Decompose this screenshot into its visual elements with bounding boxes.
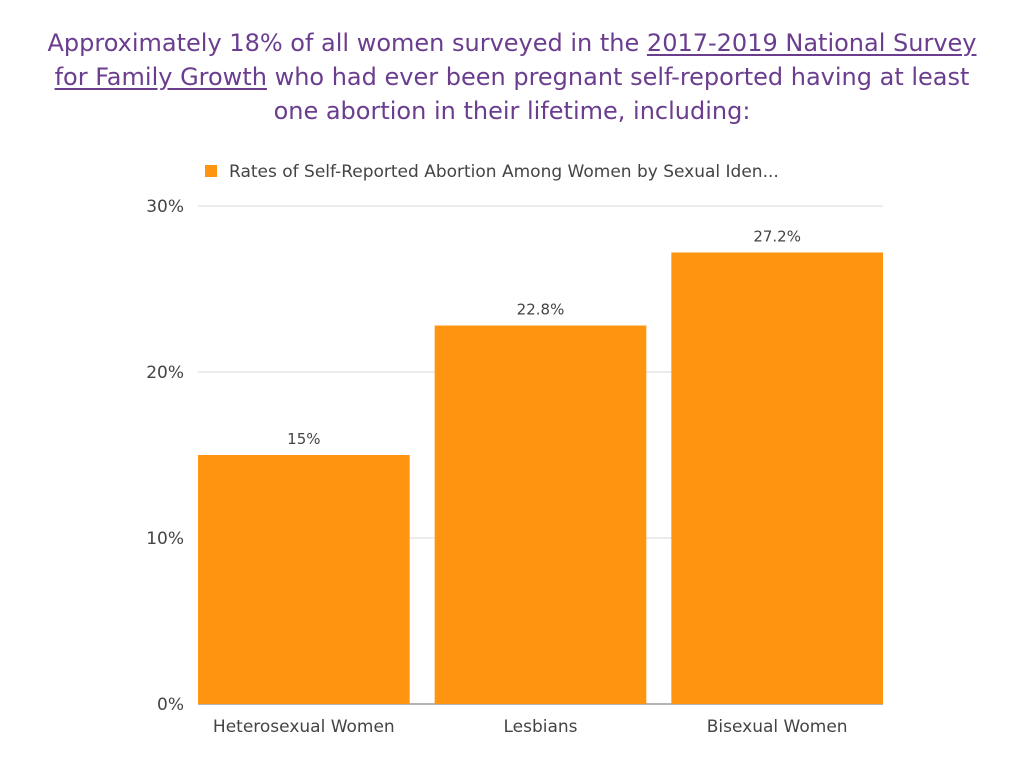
chart-bars: 15% 22.8% 27.2% [198, 227, 883, 705]
chart-headline: Approximately 18% of all women surveyed … [40, 26, 984, 128]
bar[interactable] [198, 455, 410, 704]
x-axis: Heterosexual Women Lesbians Bisexual Women [213, 717, 848, 737]
legend-swatch [205, 165, 217, 177]
x-category-label: Lesbians [503, 717, 577, 737]
bar[interactable] [434, 325, 647, 704]
x-category-label: Heterosexual Women [213, 717, 395, 737]
headline-text-after: who had ever been pregnant self-reported… [266, 63, 970, 125]
y-tick-label: 20% [146, 363, 184, 383]
y-tick-label: 30% [146, 197, 184, 217]
bar-value-label: 27.2% [753, 227, 801, 245]
x-category-label: Bisexual Women [707, 717, 848, 737]
headline-text-before: Approximately 18% of all women surveyed … [47, 29, 647, 57]
bar-value-label: 22.8% [517, 301, 565, 319]
legend-label: Rates of Self-Reported Abortion Among Wo… [229, 162, 779, 182]
y-tick-label: 0% [157, 695, 184, 715]
y-axis: 0% 10% 20% 30% [146, 197, 184, 715]
y-tick-label: 10% [146, 529, 184, 549]
bar-value-label: 15% [287, 430, 320, 448]
bar[interactable] [671, 252, 883, 705]
survey-link[interactable]: 2017-2019 National Survey for Family Gro… [54, 29, 977, 91]
chart-legend: Rates of Self-Reported Abortion Among Wo… [205, 162, 779, 182]
